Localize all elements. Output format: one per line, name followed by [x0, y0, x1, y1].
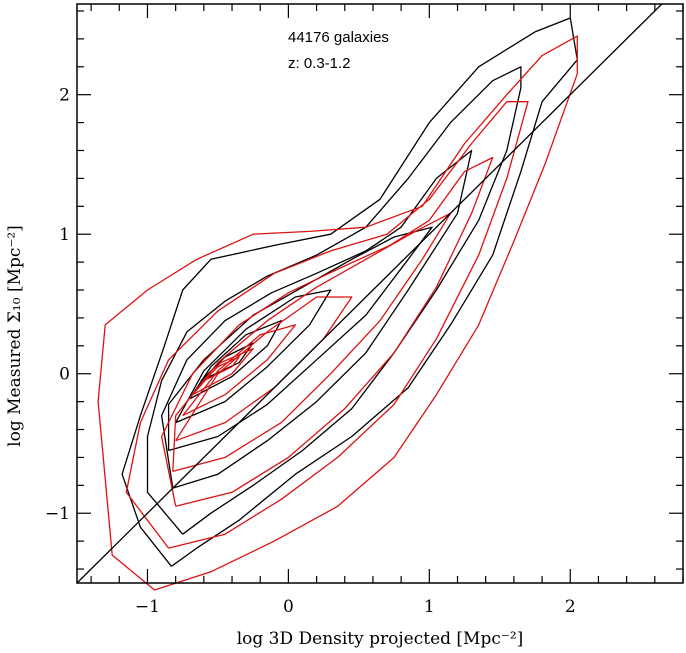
y-tick-label: −1	[45, 504, 70, 524]
x-tick-label: −1	[135, 597, 160, 617]
y-tick-label: 1	[59, 225, 70, 245]
y-axis-label: log Measured Σ₁₀ [Mpc⁻²]	[5, 225, 25, 447]
contour-red-level-4	[172, 212, 452, 473]
contour-black-level-1	[121, 17, 578, 567]
contour-black-level-2	[146, 66, 522, 535]
contour-red-level-3	[160, 156, 494, 507]
y-tick-labels: −1 0 1 2	[45, 86, 70, 525]
contour-black-level-6	[189, 320, 282, 400]
annotation-count: 44176 galaxies	[288, 29, 389, 46]
x-axis-label: log 3D Density projected [Mpc⁻²]	[237, 629, 524, 649]
annotation-redshift: z: 0.3-1.2	[288, 55, 351, 72]
y-tick-label: 2	[59, 86, 70, 106]
contour-red-level-6	[182, 324, 297, 417]
contour-black-level-3	[160, 149, 473, 489]
axis-ticks	[77, 4, 684, 583]
plot-frame	[76, 3, 684, 584]
one-to-one-line	[76, 3, 663, 584]
contour-red-level-2	[125, 101, 529, 549]
x-tick-label: 2	[565, 597, 576, 617]
x-tick-labels: −1 0 1 2	[135, 597, 576, 617]
x-tick-label: 1	[424, 597, 435, 617]
contour-black-level-5	[175, 289, 332, 424]
contour-red-level-1	[97, 35, 578, 591]
contour-red-level-8	[203, 356, 240, 382]
y-tick-label: 0	[59, 365, 70, 385]
contour-lines	[97, 17, 578, 591]
x-tick-label: 0	[283, 597, 294, 617]
